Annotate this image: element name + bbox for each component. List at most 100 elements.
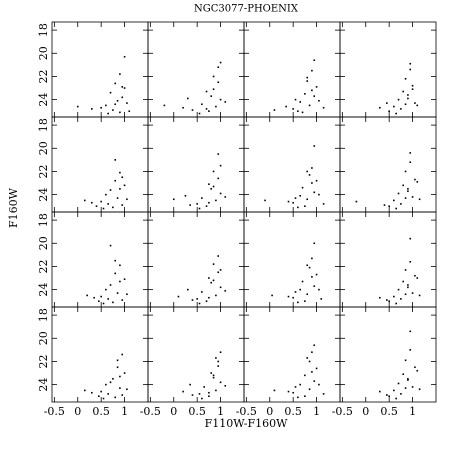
point xyxy=(95,205,98,208)
point xyxy=(100,295,102,298)
point xyxy=(217,360,220,363)
point xyxy=(304,205,306,208)
x-tick-label: -0.5 xyxy=(140,405,161,418)
x-tick-label: 1 xyxy=(121,405,128,418)
point xyxy=(123,372,126,374)
x-tick-label: 1 xyxy=(217,405,224,418)
point xyxy=(409,68,412,71)
point xyxy=(112,109,114,111)
point xyxy=(299,288,301,291)
point xyxy=(304,395,306,398)
point xyxy=(404,77,407,80)
point xyxy=(404,269,407,271)
panel-frame xyxy=(51,306,149,403)
point xyxy=(112,378,114,380)
point xyxy=(212,75,215,78)
point xyxy=(217,365,220,367)
panel-frame xyxy=(51,211,149,308)
y-tick-label: 22 xyxy=(37,69,50,83)
point xyxy=(400,298,402,300)
point xyxy=(273,109,276,111)
point xyxy=(404,359,407,362)
point xyxy=(402,184,405,187)
point xyxy=(311,167,313,169)
point xyxy=(297,206,299,209)
point xyxy=(126,388,128,391)
point xyxy=(114,272,117,275)
point xyxy=(219,98,222,101)
point xyxy=(395,397,397,400)
point xyxy=(212,376,215,379)
point xyxy=(198,393,201,395)
point xyxy=(308,104,311,107)
point xyxy=(208,391,210,394)
point xyxy=(311,69,313,72)
point xyxy=(414,102,416,104)
point xyxy=(315,273,318,276)
point xyxy=(121,96,124,99)
y-tick-label: 20 xyxy=(37,236,50,250)
y-tick-label: 22 xyxy=(37,259,50,273)
point xyxy=(301,280,304,283)
x-tick-label: 0.5 xyxy=(380,405,398,418)
point xyxy=(212,279,215,282)
point xyxy=(414,274,416,277)
point xyxy=(107,298,109,300)
point xyxy=(210,372,213,374)
point xyxy=(123,184,126,187)
point xyxy=(187,288,189,291)
point xyxy=(105,383,107,386)
point xyxy=(114,103,117,106)
point xyxy=(294,291,297,293)
point xyxy=(292,201,294,204)
point xyxy=(201,291,203,293)
point xyxy=(107,203,109,205)
point xyxy=(116,359,119,362)
point xyxy=(383,204,386,206)
point xyxy=(407,190,409,192)
point xyxy=(395,112,397,115)
point xyxy=(205,300,208,303)
point xyxy=(409,330,412,333)
x-tick-label: 1 xyxy=(409,405,416,418)
point xyxy=(114,82,117,85)
point xyxy=(191,394,194,396)
point xyxy=(308,388,311,391)
point xyxy=(407,188,409,190)
point xyxy=(210,188,213,190)
point xyxy=(189,383,191,386)
y-tick-label: 20 xyxy=(37,46,50,60)
y-tick-label: 24 xyxy=(37,188,50,202)
panel-frame xyxy=(339,21,437,118)
point xyxy=(76,105,79,108)
point xyxy=(83,389,86,392)
point xyxy=(123,278,126,280)
point xyxy=(114,159,117,161)
point xyxy=(217,66,220,68)
point xyxy=(107,393,109,395)
point xyxy=(215,357,217,359)
point xyxy=(318,383,320,386)
point xyxy=(273,389,276,392)
y-tick-label: 24 xyxy=(37,283,50,297)
point xyxy=(196,298,198,300)
point xyxy=(287,295,290,298)
panel-frame xyxy=(147,21,245,118)
point xyxy=(114,179,117,182)
point xyxy=(313,344,316,347)
y-tick-label: 20 xyxy=(37,141,50,155)
point xyxy=(402,373,405,375)
point xyxy=(395,302,397,305)
point xyxy=(404,293,407,296)
point xyxy=(112,206,114,209)
chart-title: NGC3077-PHOENIX xyxy=(194,4,299,15)
point xyxy=(215,199,217,202)
point xyxy=(114,259,117,262)
point xyxy=(177,295,180,298)
x-tick-label: 0.5 xyxy=(284,405,302,418)
x-tick-label: 0.5 xyxy=(188,405,206,418)
point xyxy=(411,386,414,388)
point xyxy=(219,61,222,64)
point xyxy=(301,186,304,189)
point xyxy=(404,170,407,173)
